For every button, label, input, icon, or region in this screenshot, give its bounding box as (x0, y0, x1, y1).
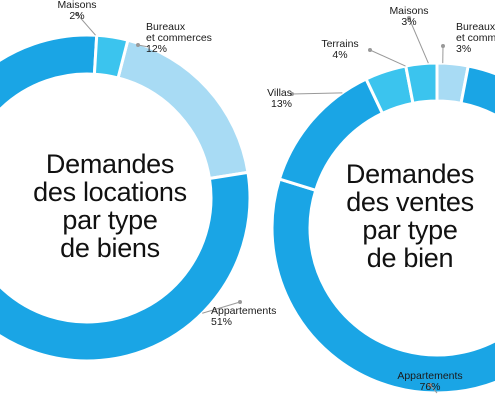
rental-donut-chart: Appartements 51% Bureaux et commerces 12% Mai… (0, 0, 276, 363)
sales-label-terrains: Terrains 4% (321, 38, 358, 61)
slice-appartements (270, 64, 495, 395)
sales-title-line-1: Demandes (345, 159, 475, 189)
rental-label-appartements: Appartements 51% (211, 305, 276, 328)
rental-title-line-3: par type (62, 205, 158, 235)
rental-title-line-4: de biens (60, 233, 160, 263)
sales-leader-dot-maisons (407, 16, 411, 20)
sales-leader-dot-terrains (368, 48, 372, 52)
sales-label-appartements: Appartements 76% (397, 370, 462, 393)
sales-chart-title: Demandes des ventes par type de bien (320, 160, 495, 272)
slice-maisons (92, 33, 130, 80)
sales-leader-dot-bureaux-et-commerces (441, 44, 445, 48)
rental-leader-dot-maisons (75, 12, 79, 16)
sales-leader-dot-villas (290, 92, 294, 96)
sales-leader-dot-appartements (428, 383, 432, 387)
rental-title-line-1: Demandes (45, 149, 175, 179)
slice-maisons (404, 61, 439, 106)
slice-appartements (0, 33, 252, 363)
sales-label-maisons: Maisons 3% (389, 5, 428, 28)
rental-leader-appartements (202, 301, 241, 314)
rental-leader-dot-appartements (238, 300, 242, 304)
rental-label-bureaux-et-commerces: Bureaux et commerces 12% (146, 21, 212, 55)
sales-title-line-2: des ventes (346, 187, 474, 217)
sales-title-line-4: de bien (366, 243, 454, 273)
sales-label-villas: Villas 13% (267, 87, 292, 110)
rental-label-maisons: Maisons 2% (57, 0, 96, 22)
rental-chart-title: Demandes des locations par type de biens (20, 150, 200, 262)
sales-leader-villas (291, 92, 343, 95)
sales-leader-terrains (369, 49, 406, 67)
rental-leader-dot-bureaux-et-commerces (136, 43, 140, 47)
sales-leader-maisons (408, 17, 429, 64)
rental-title-line-2: des locations (33, 177, 187, 207)
rental-leader-maisons (76, 13, 96, 36)
sales-title-line-3: par type (362, 215, 458, 245)
